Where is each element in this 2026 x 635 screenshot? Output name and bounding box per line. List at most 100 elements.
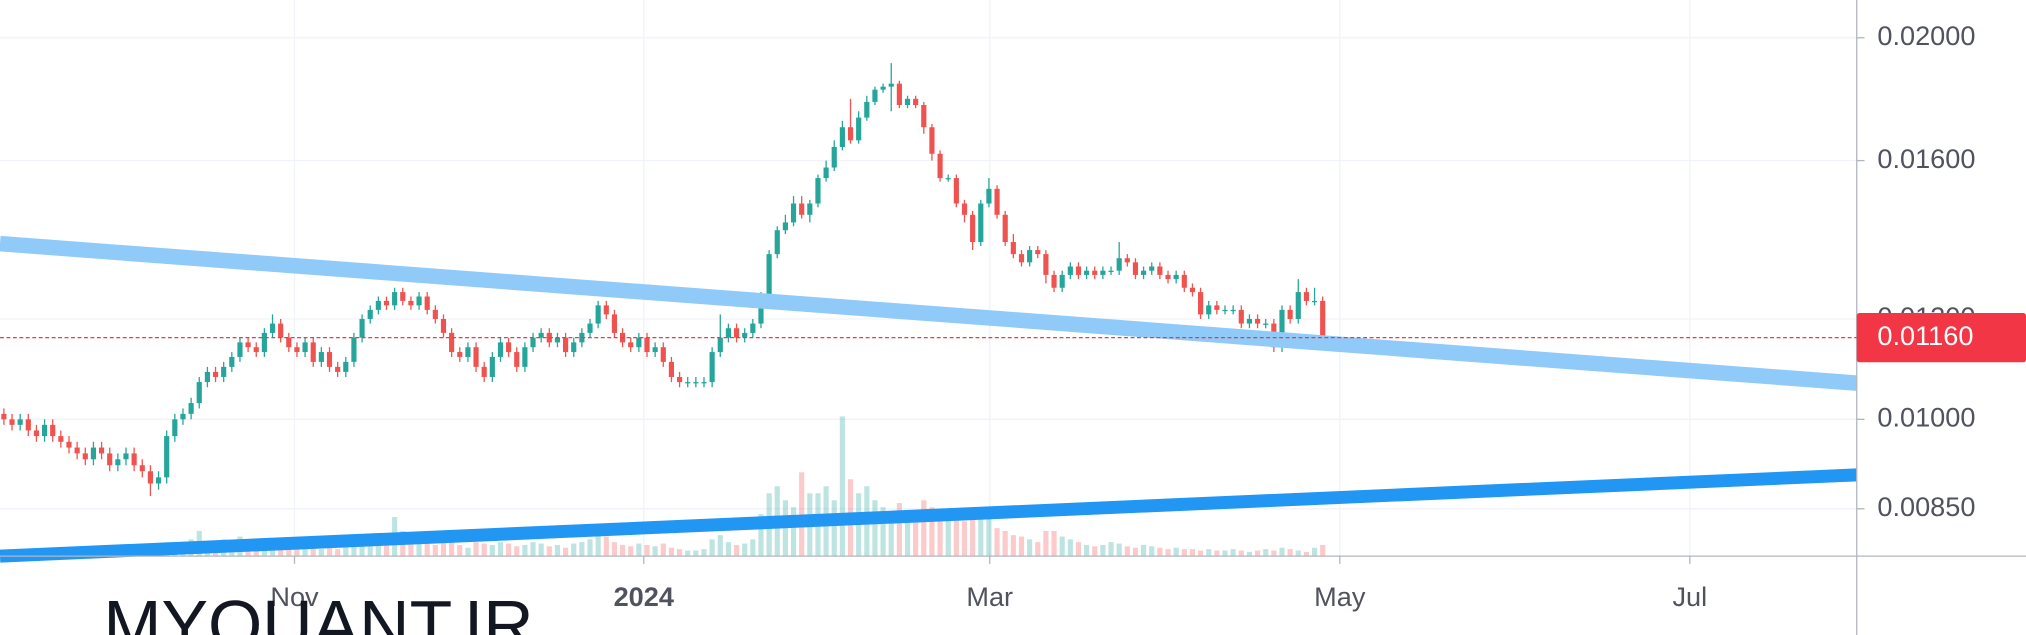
candle-body	[750, 323, 756, 333]
volume-bar	[994, 528, 1000, 557]
candle-body	[994, 188, 1000, 215]
candle-body	[790, 203, 797, 223]
volume-bar	[1116, 543, 1122, 557]
candle-body	[864, 101, 870, 118]
candle-body	[1010, 242, 1016, 255]
candle-body	[302, 342, 308, 353]
candle-body	[318, 352, 324, 362]
y-tick-label: 0.01000	[1877, 401, 1975, 432]
volume-bar	[701, 549, 707, 557]
candle-body	[831, 147, 837, 168]
candle-body	[1002, 214, 1008, 243]
candle-body	[90, 447, 97, 460]
candle-body	[929, 127, 935, 154]
volume-bar	[1051, 530, 1057, 557]
volume-bar	[1043, 530, 1049, 557]
trend-line	[0, 235, 1858, 391]
candle-body	[1287, 309, 1293, 319]
volume-bar	[563, 547, 569, 557]
volume-bar	[945, 517, 951, 557]
volume-bar	[1189, 549, 1196, 557]
volume-bar	[538, 543, 544, 557]
volume-bar	[758, 514, 764, 557]
candle-body	[742, 332, 748, 338]
candle-body	[880, 86, 886, 90]
volume-bar	[1263, 549, 1269, 557]
volume-bar	[587, 539, 593, 557]
volume-bar	[693, 550, 699, 557]
candle-body	[155, 477, 162, 484]
volume-bar	[302, 546, 308, 557]
volume-bar	[839, 416, 845, 557]
candle-body	[815, 178, 821, 204]
volume-bar	[921, 500, 927, 557]
volume-bar	[937, 514, 943, 557]
volume-bar	[522, 544, 528, 557]
volume-bar	[1141, 544, 1147, 557]
candle-body	[904, 98, 911, 106]
candle-body	[1311, 300, 1318, 303]
volume-bar	[1149, 546, 1155, 557]
candle-body	[33, 430, 40, 437]
candle-body	[172, 419, 178, 437]
candle-body	[839, 127, 845, 148]
volume-bar	[1303, 551, 1309, 557]
candle-body	[1320, 300, 1326, 338]
volume-bar	[294, 549, 300, 557]
candle-body	[408, 300, 414, 306]
candle-body	[147, 471, 153, 484]
candle-body	[685, 382, 691, 384]
candle-body	[782, 222, 788, 231]
candle-body	[847, 127, 854, 141]
candle-body	[1214, 305, 1220, 310]
volume-bar	[335, 549, 341, 557]
volume-bar	[1100, 544, 1106, 557]
volume-bar	[1279, 547, 1285, 557]
candle-body	[961, 203, 968, 215]
x-tick-label: Mar	[966, 581, 1013, 612]
candle-body	[668, 361, 675, 377]
last-price-box	[1856, 313, 2026, 363]
volume-bar	[685, 550, 691, 557]
volume-bar	[530, 542, 536, 557]
candle-body	[1, 413, 7, 420]
volume-bar	[318, 549, 324, 557]
trend-line	[0, 468, 1858, 563]
volume-bar	[1214, 550, 1220, 557]
candle-body	[375, 300, 381, 310]
volume-bar	[896, 503, 902, 557]
candle-body	[1124, 258, 1130, 263]
volume-bar	[1271, 550, 1277, 557]
candle-body	[636, 337, 642, 348]
candle-body	[449, 332, 455, 353]
watermark: MYQUANT.IR	[103, 586, 533, 635]
candle-body	[473, 347, 479, 367]
candle-body	[913, 98, 919, 106]
last-price: 0.01160	[0, 313, 2026, 363]
grid	[0, 0, 1857, 557]
x-tick-label: May	[1314, 581, 1366, 612]
x-tick-label: Jul	[1673, 581, 1708, 612]
volume-bar	[554, 544, 561, 557]
volume-bar	[644, 544, 650, 557]
candle-body	[253, 347, 259, 353]
volume-bar	[978, 507, 984, 557]
candle-body	[506, 342, 512, 353]
volume-bar	[497, 542, 504, 557]
candle-body	[522, 347, 528, 367]
candle-body	[180, 413, 186, 420]
candle-body	[660, 347, 666, 362]
candle-body	[1173, 274, 1179, 280]
candle-body	[733, 328, 740, 338]
volume-bar	[506, 543, 512, 557]
volume-bar	[676, 549, 683, 557]
x-tick-label: 2024	[614, 581, 674, 612]
volume-pane	[1, 416, 1326, 557]
candle-body	[563, 337, 569, 353]
volume-bar	[904, 514, 911, 557]
candle-body	[9, 419, 15, 425]
candle-body	[269, 323, 276, 333]
volume-bar	[432, 544, 438, 557]
candle-body	[888, 83, 894, 87]
candles	[1, 63, 1326, 496]
